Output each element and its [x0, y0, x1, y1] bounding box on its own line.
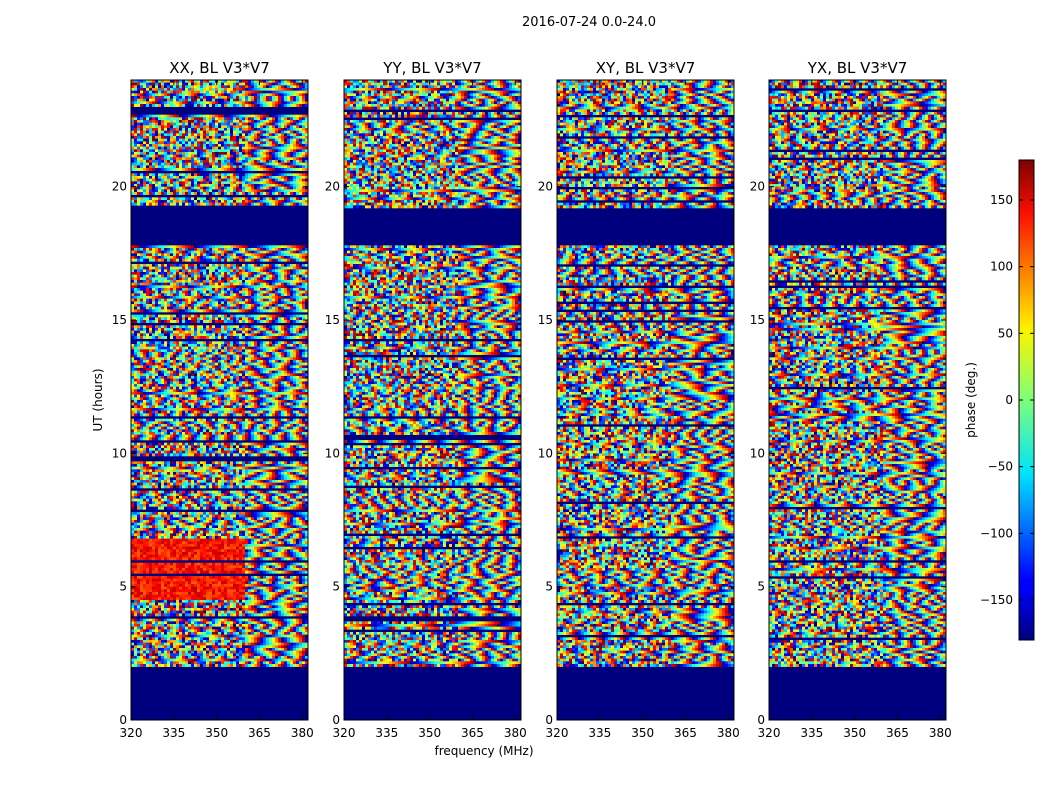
- panel-xy: XY, BL V3*V7 320 335 350 365 380 0 5 10 15 20: [538, 59, 740, 740]
- y-tick-label: 20: [325, 180, 340, 194]
- panel-frame: [130, 79, 309, 721]
- x-tick-label: 320: [758, 726, 781, 740]
- y-tick-label: 15: [750, 313, 765, 327]
- colorbar-tick-label: 0: [1005, 393, 1013, 407]
- x-tick-label: 350: [418, 726, 441, 740]
- y-tick-label: 15: [325, 313, 340, 327]
- colorbar-tick-label: −100: [980, 526, 1013, 540]
- x-tick-label: 350: [205, 726, 228, 740]
- x-tick-label: 380: [504, 726, 527, 740]
- panel-frame: [556, 79, 735, 721]
- x-tick-label: 335: [800, 726, 823, 740]
- x-tick-label: 365: [674, 726, 697, 740]
- y-tick-label: 10: [325, 446, 340, 460]
- heatmap-cells: [557, 80, 735, 720]
- x-axis-label: frequency (MHz): [434, 744, 533, 758]
- y-tick-label: 0: [545, 713, 553, 727]
- panel-title: XY, BL V3*V7: [596, 59, 696, 77]
- panel-title: XX, BL V3*V7: [169, 59, 270, 77]
- colorbar: −150 −100 −50 0 50 100 150 phase (deg.): [964, 159, 1035, 641]
- y-tick-label: 5: [545, 580, 553, 594]
- y-tick-label: 0: [332, 713, 340, 727]
- y-tick-label: 20: [538, 180, 553, 194]
- y-tick-label: 15: [112, 313, 127, 327]
- y-tick-label: 5: [332, 580, 340, 594]
- y-tick-label: 10: [750, 446, 765, 460]
- figure-suptitle: 2016-07-24 0.0-24.0: [522, 15, 656, 30]
- y-tick-label: 15: [538, 313, 553, 327]
- heatmap-cells: [769, 80, 947, 720]
- y-tick-label: 5: [119, 580, 127, 594]
- y-tick-label: 10: [538, 446, 553, 460]
- x-tick-label: 320: [120, 726, 143, 740]
- x-tick-label: 380: [717, 726, 740, 740]
- x-tick-label: 350: [631, 726, 654, 740]
- colorbar-tick-label: 100: [990, 260, 1013, 274]
- x-tick-label: 320: [546, 726, 569, 740]
- colorbar-label: phase (deg.): [964, 362, 978, 438]
- panel-yy: YY, BL V3*V7 320 335 350 365 380 0 5 10 15 20: [325, 59, 527, 740]
- y-tick-label: 5: [757, 580, 765, 594]
- y-axis-label: UT (hours): [91, 368, 105, 431]
- x-tick-label: 320: [333, 726, 356, 740]
- panel-title: YY, BL V3*V7: [382, 59, 481, 77]
- colorbar-tick-label: −150: [980, 593, 1013, 607]
- colorbar-tick-label: 50: [998, 326, 1013, 340]
- y-tick-label: 0: [119, 713, 127, 727]
- x-tick-label: 380: [929, 726, 952, 740]
- panel-yx: YX, BL V3*V7 320 335 350 365 380 0 5 10 15 20: [750, 59, 952, 740]
- x-tick-label: 335: [162, 726, 185, 740]
- x-tick-label: 380: [291, 726, 314, 740]
- panel-xx: XX, BL V3*V7 320 335 350 365 380 0 5 10 15 20: [112, 59, 314, 740]
- x-tick-label: 335: [588, 726, 611, 740]
- y-tick-label: 20: [750, 180, 765, 194]
- colorbar-tick-label: −50: [988, 460, 1013, 474]
- y-tick-label: 0: [757, 713, 765, 727]
- heatmap-cells: [131, 80, 309, 720]
- panel-frame: [343, 79, 522, 721]
- colorbar-ticks: −150 −100 −50 0 50 100 150: [980, 193, 1034, 607]
- y-tick-label: 20: [112, 180, 127, 194]
- x-tick-label: 365: [886, 726, 909, 740]
- panel-frame: [768, 79, 947, 721]
- x-tick-label: 350: [843, 726, 866, 740]
- x-tick-label: 365: [248, 726, 271, 740]
- x-tick-label: 335: [375, 726, 398, 740]
- x-tick-label: 365: [461, 726, 484, 740]
- colorbar-tick-label: 150: [990, 193, 1013, 207]
- panel-title: YX, BL V3*V7: [807, 59, 908, 77]
- y-tick-label: 10: [112, 446, 127, 460]
- heatmap-cells: [344, 80, 522, 720]
